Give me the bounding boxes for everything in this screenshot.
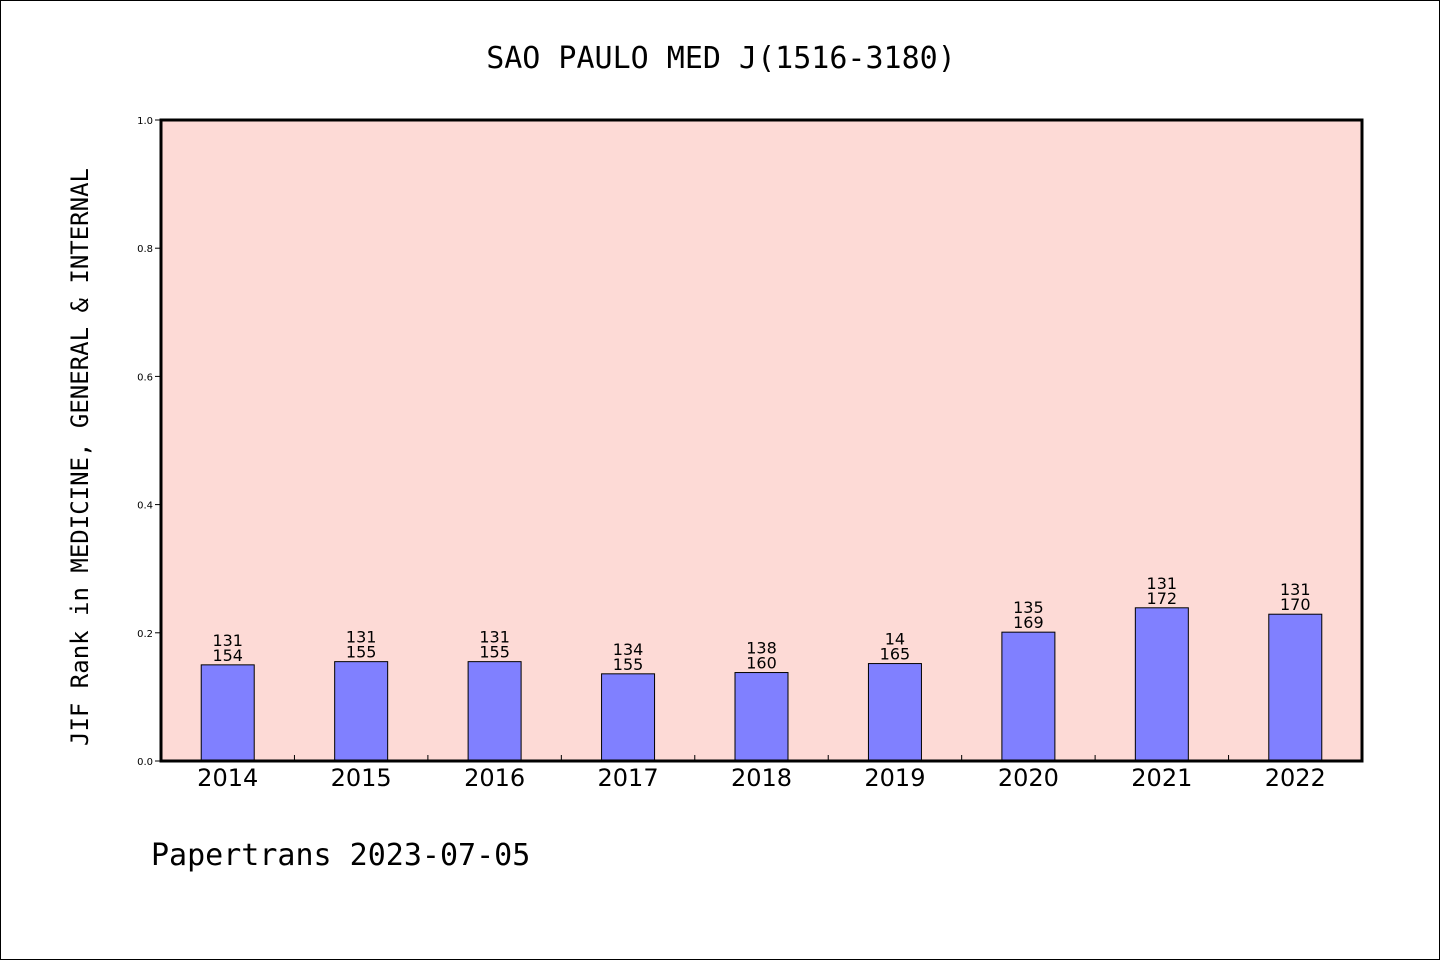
x-tick-label: 2019 [864,764,925,792]
y-tick-label: 0.0 [137,757,153,768]
bar-label-bottom: 170 [1280,595,1311,614]
y-tick-label: 1.0 [137,116,153,127]
y-tick-label: 0.4 [137,501,153,512]
x-axis-ticks: 2014 2015 2016 2017 2018 2019 2020 2021 2022 [197,755,1326,792]
y-tick-label: 0.2 [137,629,153,640]
bar-2017 [601,673,656,762]
bar-2018 [734,672,789,762]
x-tick-label: 2017 [598,764,659,792]
bar-label-bottom: 165 [880,645,911,664]
bar-label-top: 14 [885,630,905,649]
x-tick-label: 2018 [731,764,792,792]
bar-2021 [1134,607,1189,762]
x-tick-label: 2022 [1265,764,1326,792]
plot-border [159,118,1364,763]
y-axis-ticks: 0.0 0.2 0.4 0.6 0.8 1.0 [137,116,161,768]
x-tick-label: 2016 [464,764,525,792]
bar-2020 [1001,631,1056,762]
y-tick-label: 0.8 [137,244,153,255]
bar-label-top: 131 [1280,580,1311,599]
bar-label-bottom: 169 [1013,613,1044,632]
bar-label-bottom: 155 [479,643,510,662]
bar-2022 [1268,613,1323,762]
bar-label-top: 131 [1147,574,1178,593]
bar-label-bottom: 154 [212,646,243,665]
footer-text: Papertrans 2023-07-05 [151,838,530,873]
x-tick-label: 2015 [331,764,392,792]
bar-label-bottom: 160 [746,654,777,673]
y-axis-label: JIF Rank in MEDICINE, GENERAL & INTERNAL [66,168,94,746]
bar-label-top: 135 [1013,598,1044,617]
x-tick-label: 2021 [1131,764,1192,792]
x-tick-label: 2020 [998,764,1059,792]
bar-label-bottom: 172 [1147,589,1178,608]
bar-label-top: 138 [746,639,777,658]
bar-label-bottom: 155 [613,655,644,674]
x-tick-label: 2014 [197,764,258,792]
bar-label-top: 131 [479,628,510,647]
bar-label-top: 131 [346,628,377,647]
chart-title: SAO PAULO MED J(1516-3180) [486,41,956,76]
bar-2014 [200,664,255,762]
bar-label-bottom: 155 [346,643,377,662]
bar-2015 [334,661,389,762]
bar-2019 [867,663,922,762]
bar-label-top: 134 [613,640,644,659]
bar-2016 [467,661,522,762]
bar-label-top: 131 [212,631,243,650]
y-tick-label: 0.6 [137,372,153,383]
